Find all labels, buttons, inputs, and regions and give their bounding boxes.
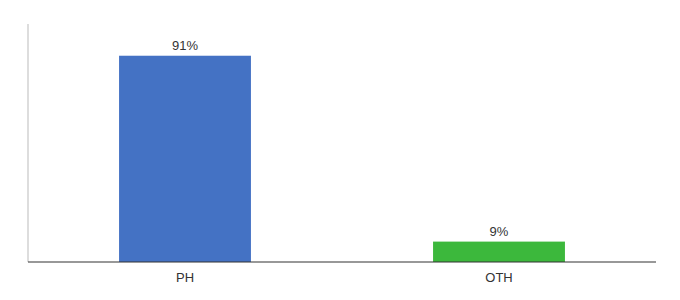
y-axis-line <box>28 24 29 262</box>
x-tick-label: PH <box>176 270 194 285</box>
bars <box>119 56 565 262</box>
bar <box>433 242 565 262</box>
x-axis-line <box>28 261 656 262</box>
plot-area: PH OTH 91% 9% <box>28 24 656 285</box>
data-label: 91% <box>172 38 198 53</box>
data-labels: 91% 9% <box>172 38 509 239</box>
chart-container: PH OTH 91% 9% <box>0 0 680 300</box>
chart: PH OTH 91% 9% <box>0 0 680 300</box>
data-label: 9% <box>490 224 509 239</box>
bar <box>119 56 251 262</box>
x-tick-label: OTH <box>485 270 512 285</box>
